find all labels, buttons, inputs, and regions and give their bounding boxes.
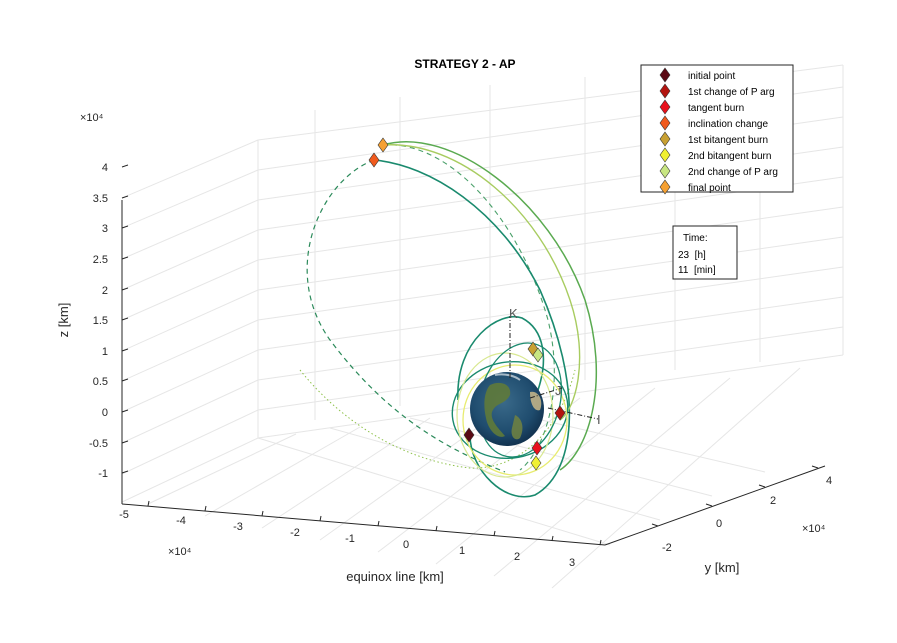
z-tick-label: 0: [102, 407, 108, 419]
z-axis-label: z [km]: [56, 303, 71, 338]
axes: [121, 164, 826, 546]
time-minutes: 11 [min]: [678, 265, 716, 276]
earth: [470, 372, 544, 446]
x-tick-label: 0: [403, 539, 409, 551]
time-header: Time:: [683, 233, 708, 244]
z-exponent: ×10⁴: [80, 112, 104, 124]
z-tick-label: 3.5: [93, 193, 108, 205]
frame-label-j: J: [555, 383, 562, 398]
z-tick-label: 1: [102, 346, 108, 358]
marker-2nd-bitangent-burn: [530, 455, 542, 471]
z-tick-label: 4: [102, 162, 108, 174]
x-axis-label: equinox line [km]: [346, 569, 444, 584]
legend-label: tangent burn: [688, 103, 744, 114]
x-tick-label: 2: [514, 551, 520, 563]
x-tick-label: -4: [176, 515, 186, 527]
orbit-large-main: [373, 159, 571, 498]
z-tick-label: 3: [102, 223, 108, 235]
orbit-dotted: [299, 369, 576, 469]
z-tick-label: 1.5: [93, 315, 108, 327]
x-tick-label: 1: [459, 545, 465, 557]
frame-label-k: K: [509, 306, 518, 321]
x-tick-label: -5: [119, 509, 129, 521]
y-tick-label: 0: [716, 518, 722, 530]
y-exponent: ×10⁴: [802, 523, 826, 535]
legend-marker: [659, 67, 671, 83]
marker-final-point: [377, 137, 389, 153]
z-tick-labels: 4 3.5 3 2.5 2 1.5 1 0.5 0 -0.5 -1: [89, 162, 108, 480]
z-tick-label: -0.5: [89, 438, 108, 450]
orbit-markers: [368, 137, 566, 471]
legend-label: final point: [688, 183, 731, 194]
z-tick-label: -1: [98, 468, 108, 480]
legend-label: 1st bitangent burn: [688, 135, 768, 146]
x-exponent: ×10⁴: [168, 546, 192, 558]
legend-marker: [659, 115, 671, 131]
legend: initial point 1st change of P arg tangen…: [640, 64, 794, 195]
frame-label-i: I: [597, 412, 601, 427]
x-tick-label: -2: [290, 527, 300, 539]
orbit-ring-1: [451, 360, 569, 460]
z-tick-label: 2.5: [93, 254, 108, 266]
orbit-low-main: [457, 315, 545, 401]
marker-initial-point: [463, 427, 475, 443]
z-tick-label: 2: [102, 285, 108, 297]
orbit-transfer-dashed: [306, 159, 506, 473]
legend-label: 2nd bitangent burn: [688, 151, 771, 162]
legend-marker: [659, 147, 671, 163]
legend-marker: [659, 99, 671, 115]
y-tick-labels: -2 0 2 4: [662, 475, 832, 554]
time-hours: 23 [h]: [678, 250, 706, 261]
time-box: Time: 23 [h] 11 [min]: [672, 225, 738, 280]
orbit-large-outer: [382, 141, 597, 471]
orbit-ring-2: [462, 364, 568, 476]
orbits: [299, 141, 597, 498]
legend-label: 1st change of P arg: [688, 87, 775, 98]
y-tick-label: 4: [826, 475, 832, 487]
x-tick-label: 3: [569, 557, 575, 569]
x-tick-labels: -5 -4 -3 -2 -1 0 1 2 3: [119, 509, 575, 569]
legend-label: initial point: [688, 71, 735, 82]
reference-frame: K J I: [509, 306, 601, 427]
y-tick-label: -2: [662, 542, 672, 554]
legend-marker: [659, 131, 671, 147]
marker-inclination-change: [368, 152, 380, 168]
x-tick-label: -1: [345, 533, 355, 545]
legend-marker: [659, 179, 671, 195]
orbit-large-light: [382, 144, 581, 421]
legend-label: 2nd change of P arg: [688, 167, 778, 178]
orbit-ring-3: [456, 352, 554, 478]
z-tick-label: 0.5: [93, 376, 108, 388]
legend-marker: [659, 83, 671, 99]
marker-2nd-change-p-arg: [532, 347, 544, 363]
chart-title: STRATEGY 2 - AP: [414, 57, 515, 71]
legend-marker: [659, 163, 671, 179]
x-tick-label: -3: [233, 521, 243, 533]
marker-tangent-burn: [531, 440, 543, 456]
marker-1st-change-p-arg: [554, 405, 566, 421]
y-axis-label: y [km]: [705, 560, 740, 575]
legend-label: inclination change: [688, 119, 768, 130]
y-tick-label: 2: [770, 495, 776, 507]
